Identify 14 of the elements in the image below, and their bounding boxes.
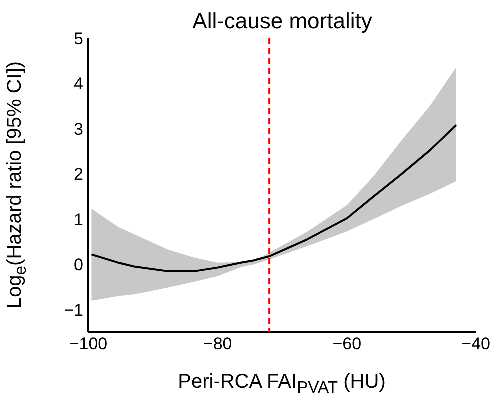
y-tick-label: 2 (74, 165, 84, 184)
y-tick-label: 3 (74, 120, 84, 139)
x-tick-label: −100 (69, 334, 108, 354)
y-tick-label: 1 (74, 210, 84, 230)
x-tick-label: −80 (203, 334, 232, 354)
chart-title: All-cause mortality (192, 8, 372, 34)
y-tick-label: −1 (64, 300, 84, 320)
y-tick-label: 5 (74, 30, 84, 48)
x-tick-label: −60 (332, 334, 362, 354)
line-series (90, 124, 458, 272)
x-tick-label: −40 (462, 334, 490, 354)
y-tick-label: 4 (74, 74, 84, 94)
x-axis-title: Peri-RCA FAI$_{PVAT}$ (HU) (177, 370, 387, 399)
y-tick-label: 0 (74, 256, 84, 275)
